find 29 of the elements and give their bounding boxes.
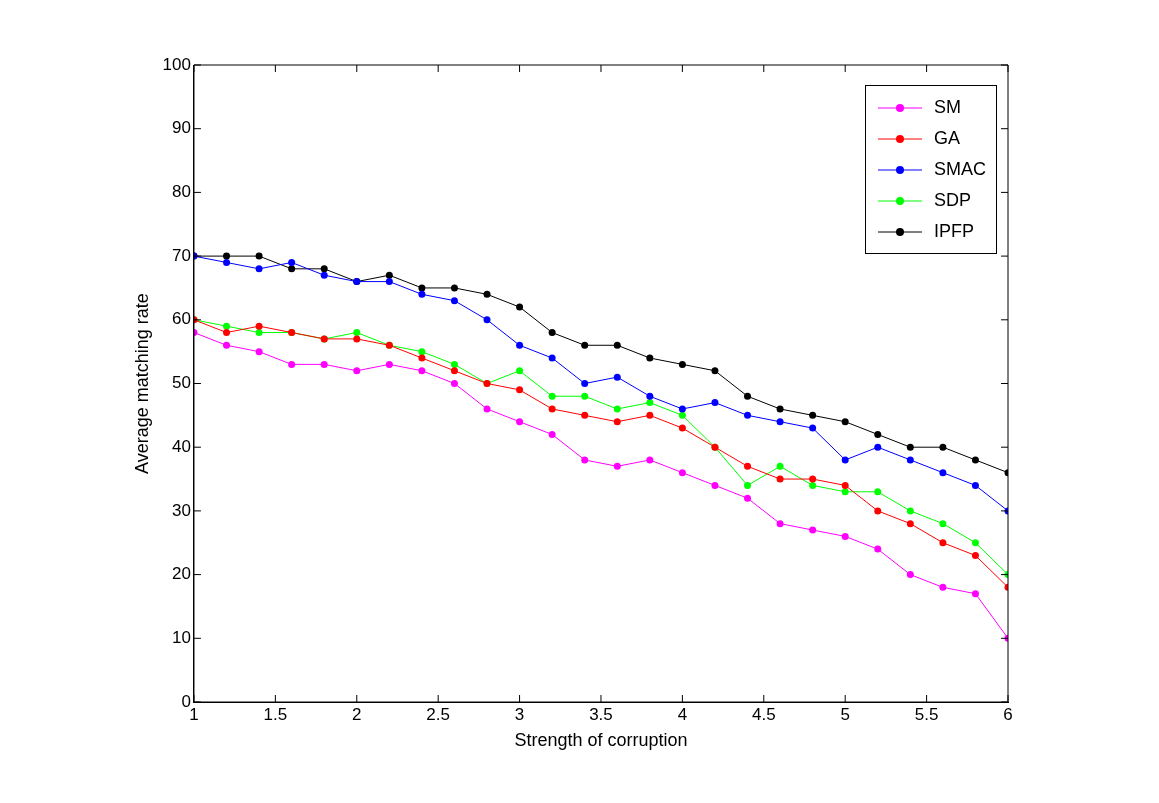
y-tick-label: 100 — [162, 54, 191, 74]
x-tick-label: 1.5 — [263, 704, 288, 724]
y-tick-label: 10 — [172, 627, 191, 647]
y-tick-label: 40 — [172, 436, 191, 456]
x-tick-label: 4.5 — [751, 704, 776, 724]
x-tick-label: 5 — [840, 704, 850, 724]
x-tick-label: 5.5 — [914, 704, 939, 724]
x-tick-label: 3.5 — [589, 704, 613, 724]
x-tick-label: 2.5 — [426, 704, 450, 724]
x-tick-label: 2 — [352, 704, 362, 724]
y-tick-label: 60 — [172, 309, 191, 329]
y-tick-label: 90 — [172, 118, 191, 138]
y-tick-label: 70 — [172, 245, 191, 265]
y-tick-label: 20 — [172, 564, 191, 584]
x-tick-label: 1 — [189, 704, 199, 724]
y-tick-label: 0 — [181, 691, 191, 711]
legend-label: SM — [933, 97, 961, 118]
legend-label: GA — [933, 128, 960, 149]
x-tick-label: 6 — [1003, 704, 1013, 724]
y-axis-title: Average matching rate — [131, 293, 152, 474]
y-tick-label: 30 — [172, 500, 191, 520]
x-tick-label: 3 — [514, 704, 525, 724]
y-tick-label: 80 — [172, 182, 191, 202]
legend-label: IPFP — [933, 221, 974, 242]
x-axis-title: Strength of corruption — [514, 730, 688, 751]
x-tick-label: 4 — [677, 704, 688, 724]
y-tick-label: 50 — [172, 373, 191, 393]
legend-label: SDP — [933, 190, 971, 211]
legend-label: SMAC — [933, 159, 986, 180]
